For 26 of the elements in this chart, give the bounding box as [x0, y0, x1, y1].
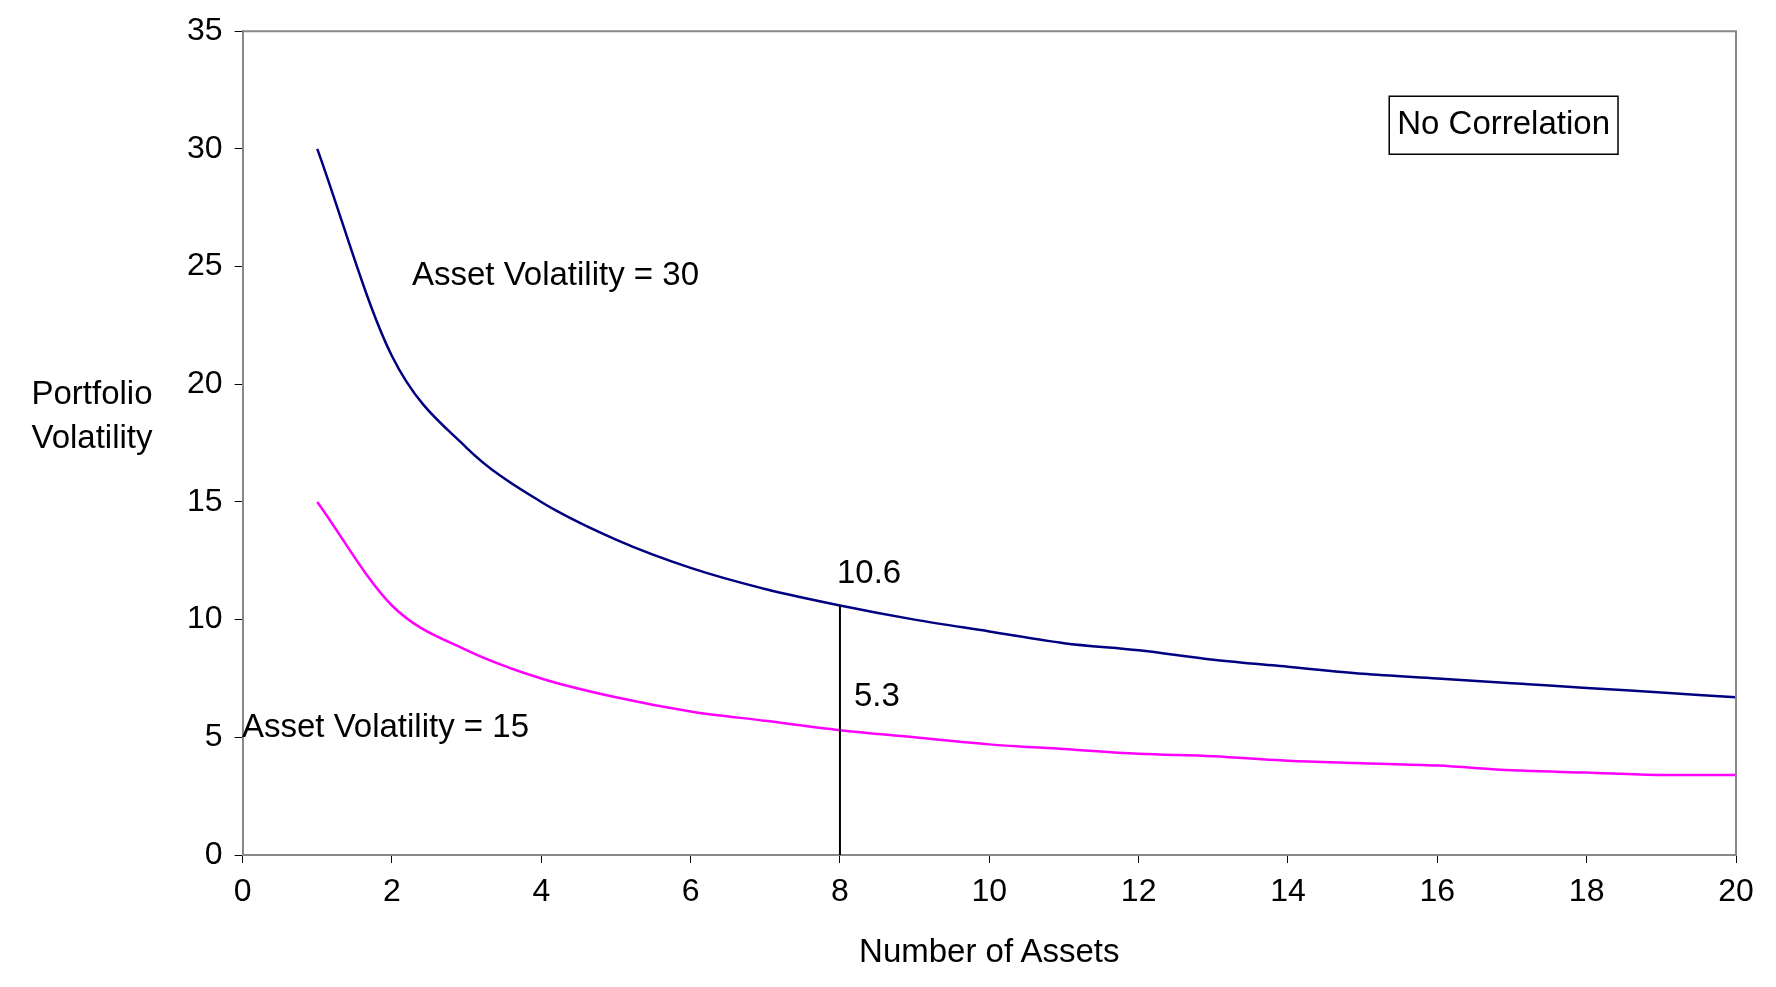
annotation: 10.6	[836, 552, 902, 590]
y-tick-label: 25	[187, 246, 223, 283]
y-tick-label: 15	[187, 481, 223, 518]
x-axis-title: Number of Assets	[859, 932, 1120, 970]
y-tick-label: 20	[187, 364, 223, 401]
series-label: Asset Volatility = 30	[411, 255, 700, 293]
y-tick-label: 30	[187, 128, 223, 165]
x-tick-label: 14	[1270, 872, 1306, 909]
y-axis-title: Portfolio Volatility	[31, 374, 154, 456]
x-tick-label: 18	[1568, 872, 1605, 909]
y-tick-label: 35	[187, 11, 223, 48]
x-tick-label: 0	[233, 872, 252, 909]
x-tick-label: 4	[532, 872, 551, 909]
y-tick-label: 5	[204, 717, 223, 754]
series-label: Asset Volatility = 15	[241, 706, 530, 744]
y-tick-label: 0	[204, 834, 223, 871]
x-tick-label: 6	[681, 872, 700, 909]
x-tick-label: 2	[383, 872, 401, 909]
x-tick-label: 16	[1419, 872, 1456, 909]
y-tick-label: 10	[187, 599, 223, 636]
x-tick-label: 8	[831, 872, 849, 909]
x-tick-label: 10	[971, 872, 1008, 909]
x-tick-label: 12	[1120, 872, 1157, 909]
annotation: No Correlation	[1397, 104, 1611, 142]
x-tick-label: 20	[1718, 872, 1754, 909]
annotation: 5.3	[853, 676, 900, 714]
